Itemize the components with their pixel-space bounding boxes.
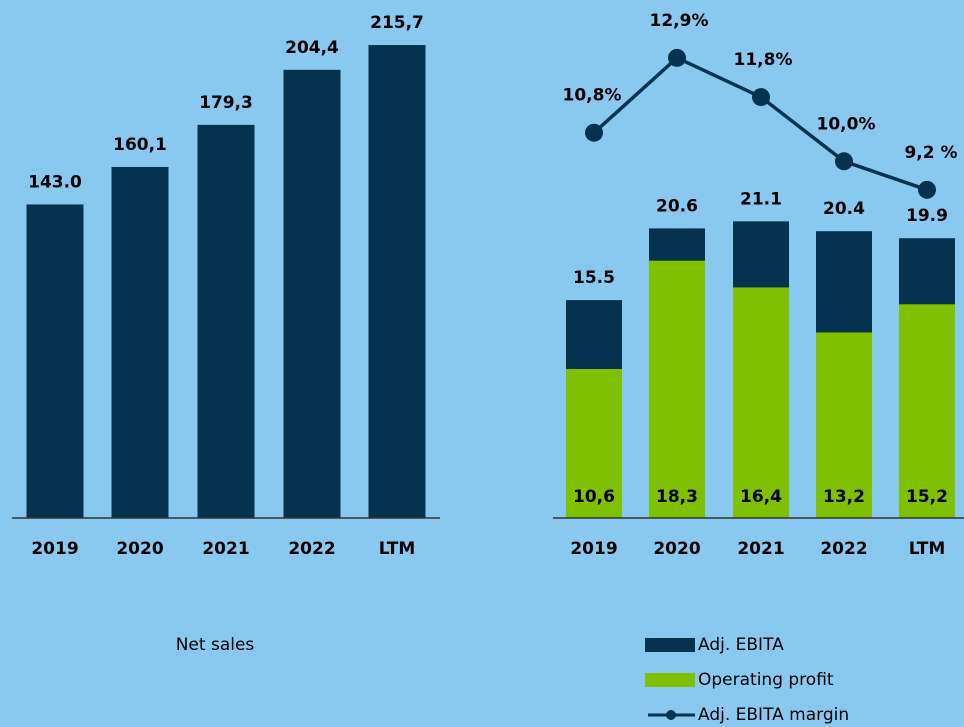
x-tick-label: 2022 [820,539,867,559]
x-tick-label: 2020 [116,539,163,559]
legend-label: Adj. EBITA [698,635,784,655]
x-tick-label: 2022 [288,539,335,559]
bar [111,166,169,518]
bar [733,287,789,518]
x-tick-label: 2019 [31,539,78,559]
data-label: 143.0 [28,172,82,192]
legend-swatch [645,673,695,687]
line-marker [835,152,853,171]
legend-label: Adj. EBITA margin [698,705,849,725]
bar [566,368,622,518]
data-label: 215,7 [370,13,424,33]
bar [816,332,872,518]
data-label: 20.4 [823,199,865,219]
data-label: 15,2 [906,487,948,507]
chart-title: Net sales [176,635,255,655]
data-label: 15.5 [573,268,615,288]
data-label: 21.1 [740,189,782,209]
legend-swatch [645,638,695,652]
line-marker [668,48,686,67]
data-label: 10,0% [817,114,876,134]
line-marker [918,180,936,199]
bar [197,124,255,519]
data-label: 179,3 [199,93,253,113]
data-label: 19.9 [906,206,948,226]
bar [26,204,84,519]
x-tick-label: 2019 [570,539,617,559]
legend-label: Operating profit [698,670,834,690]
data-label: 204,4 [285,38,339,58]
bar [283,69,341,518]
data-label: 16,4 [740,487,782,507]
data-label: 11,8% [734,50,793,70]
data-label: 10,8% [563,86,622,106]
data-label: 12,9% [650,11,709,31]
line-marker [585,123,603,142]
legend-marker [666,710,676,720]
line-marker [752,88,770,107]
data-label: 20.6 [656,196,698,216]
data-label: 13,2 [823,487,865,507]
data-label: 18,3 [656,487,698,507]
bar [368,45,426,518]
x-tick-label: LTM [909,539,946,559]
data-label: 9,2 % [904,143,957,163]
x-tick-label: LTM [379,539,416,559]
bar [649,260,705,518]
data-label: 10,6 [573,487,615,507]
x-tick-label: 2021 [737,539,784,559]
x-tick-label: 2020 [653,539,700,559]
x-tick-label: 2021 [202,539,249,559]
bar [899,304,955,518]
data-label: 160,1 [113,135,167,155]
